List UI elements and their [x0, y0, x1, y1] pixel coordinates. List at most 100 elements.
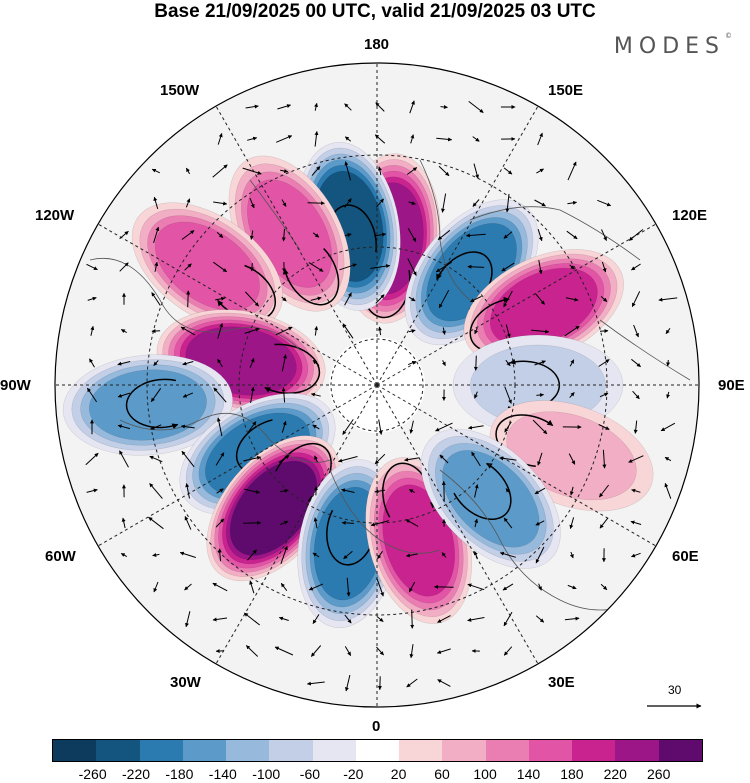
wind-arrow — [250, 386, 255, 403]
colorbar-tick-label: 100 — [473, 766, 497, 782]
wind-arrow — [408, 360, 417, 366]
wind-arrow — [184, 583, 192, 591]
wind-arrow — [441, 193, 447, 213]
anomaly-blob — [420, 428, 561, 569]
wind-arrow — [249, 197, 255, 209]
wind-arrow — [185, 483, 190, 499]
wind-arrow — [117, 361, 131, 366]
wind-arrow — [306, 681, 325, 686]
wind-arrow — [344, 161, 351, 181]
wind-arrow — [86, 387, 98, 403]
wind-arrow — [567, 161, 577, 181]
lon-label-30w: 30W — [170, 674, 201, 691]
coastline — [599, 319, 691, 381]
wind-arrow — [404, 457, 420, 462]
wind-arrow — [598, 424, 610, 430]
wind-arrow — [499, 456, 517, 461]
wind-arrow — [344, 614, 352, 624]
wind-arrow — [474, 391, 478, 399]
wind-arrow — [148, 516, 164, 530]
wind-arrow — [440, 105, 448, 109]
anomaly-contour — [229, 460, 318, 556]
wind-arrow — [152, 553, 160, 557]
wind-arrow — [341, 520, 354, 525]
wind-arrow — [602, 449, 607, 469]
wind-arrow — [538, 260, 543, 275]
wind-arrow — [212, 617, 228, 622]
wind-arrow — [151, 168, 161, 174]
wind-arrow — [249, 580, 255, 594]
wind-arrow — [153, 581, 159, 593]
wind-arrow — [503, 290, 513, 308]
wind-arrow — [377, 166, 382, 176]
wind-arrow — [153, 360, 159, 366]
streamline — [453, 462, 512, 520]
wind-arrow — [534, 199, 546, 207]
wind-arrow — [215, 296, 226, 301]
wind-arrow — [406, 678, 418, 688]
wind-arrow — [467, 583, 485, 591]
wind-arrow — [87, 296, 97, 301]
wind-arrow — [377, 550, 383, 560]
anomaly-contour — [382, 484, 455, 597]
wind-arrow — [184, 263, 192, 271]
wind-arrow — [504, 421, 512, 433]
lon-label-120w: 120W — [35, 207, 75, 224]
wind-arrow — [280, 545, 288, 564]
wind-arrow — [212, 164, 228, 178]
wind-arrow — [664, 456, 672, 462]
wind-arrow — [311, 166, 321, 176]
wind-arrow — [245, 291, 259, 307]
wind-arrow — [153, 196, 159, 210]
wind-arrow — [537, 229, 543, 242]
wind-arrow — [666, 359, 671, 367]
wind-arrow — [569, 392, 575, 398]
wind-arrow — [185, 198, 191, 208]
wind-arrow — [601, 261, 607, 273]
streamline — [282, 248, 340, 306]
wind-arrow — [565, 297, 579, 302]
wind-arrow — [216, 488, 224, 494]
chart-title: Base 21/09/2025 00 UTC, valid 21/09/2025… — [154, 1, 596, 22]
wind-arrow — [217, 548, 222, 562]
wind-arrow — [213, 201, 228, 206]
wind-arrow — [601, 229, 607, 241]
wind-arrow — [314, 102, 318, 111]
wind-arrow — [212, 582, 228, 592]
wind-arrow — [437, 230, 451, 240]
wind-arrow — [567, 584, 577, 590]
wind-arrow — [406, 167, 418, 175]
anomaly-blob — [131, 202, 283, 331]
colorbar — [52, 739, 703, 762]
wind-arrow — [341, 488, 355, 493]
wind-arrow — [277, 104, 291, 110]
wind-arrow — [503, 646, 513, 656]
wind-arrow — [120, 328, 127, 334]
wind-arrow — [599, 328, 609, 333]
wind-arrow — [631, 291, 641, 308]
wind-arrow — [564, 616, 580, 621]
wind-arrow — [216, 232, 224, 238]
wind-arrow — [471, 451, 481, 467]
wind-arrow — [278, 455, 290, 463]
wind-arrow — [154, 261, 159, 272]
wind-arrow — [313, 517, 318, 529]
wind-arrow — [344, 233, 352, 237]
wind-arrow — [312, 232, 320, 238]
wind-arrow — [437, 615, 451, 623]
wind-arrow — [120, 552, 128, 558]
wind-arrow — [244, 327, 260, 334]
wind-arrow — [501, 262, 515, 272]
wind-arrow — [600, 296, 608, 302]
wind-arrow — [472, 199, 480, 207]
lon-label-120e: 120E — [672, 207, 708, 224]
wind-arrow — [537, 452, 543, 466]
wind-arrow — [409, 644, 414, 659]
wind-arrow — [182, 392, 194, 398]
wind-arrow — [536, 168, 544, 174]
wind-arrow — [374, 134, 386, 144]
brand-mark: © — [725, 32, 732, 40]
lon-label-90e: 90E — [718, 377, 745, 394]
wind-arrow — [633, 420, 638, 434]
